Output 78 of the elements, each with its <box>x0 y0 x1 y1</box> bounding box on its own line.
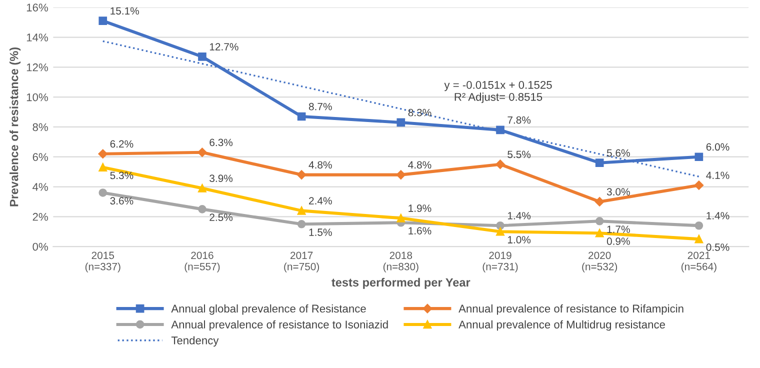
point <box>198 205 206 214</box>
y-tick-label: 2% <box>32 212 48 221</box>
point <box>396 118 406 127</box>
data-label: 3.9% <box>210 174 233 182</box>
legend-label: Annual prevalence of Multidrug resistance <box>458 320 665 331</box>
legend-label: Annual prevalence of resistance to Rifampicin <box>458 304 684 315</box>
data-label: 12.7% <box>210 43 238 50</box>
data-label: 1.4% <box>706 212 730 220</box>
legend-label: Annual global prevalence of Resistance <box>171 304 366 315</box>
y-tick-label: 8% <box>32 123 48 132</box>
data-label: 6.2% <box>110 140 134 148</box>
y-tick-label: 14% <box>26 34 48 42</box>
point <box>496 221 504 230</box>
data-label: 6.3% <box>210 138 233 146</box>
point <box>198 52 206 61</box>
data-label: 5.5% <box>508 150 531 158</box>
data-label: 1.5% <box>309 228 332 236</box>
x-axis-title: tests performed per Year <box>332 278 470 289</box>
point <box>595 158 604 168</box>
data-label: 2.5% <box>210 214 233 222</box>
point <box>694 180 704 190</box>
point <box>694 152 704 162</box>
point <box>198 184 206 192</box>
legend-label: Tendency <box>171 336 219 347</box>
point <box>98 163 108 172</box>
x-tick-label: 2020 (n=532) <box>582 252 618 272</box>
legend-label: Annual prevalence of resistance to Isoniazid <box>171 320 388 331</box>
data-label: 5.3% <box>110 172 134 180</box>
data-label: 1.4% <box>508 212 531 220</box>
x-tick-label: 2016 (n=557) <box>184 252 220 272</box>
y-tick-label: 10% <box>26 93 48 102</box>
data-label: 5.6% <box>606 149 630 157</box>
point <box>296 170 306 180</box>
data-label: 1.6% <box>408 227 432 234</box>
point <box>496 160 505 169</box>
point <box>297 220 306 228</box>
data-label: 0.5% <box>706 244 730 251</box>
point <box>297 206 306 215</box>
x-tick-label: 2015 (n=337) <box>85 252 120 272</box>
point <box>396 170 406 180</box>
data-label: 4.8% <box>308 161 332 169</box>
data-label: 3.0% <box>606 188 630 196</box>
point <box>396 214 406 222</box>
y-tick-label: 12% <box>26 63 48 72</box>
data-label: 0.9% <box>606 238 630 245</box>
point <box>496 126 504 134</box>
data-label: 8.7% <box>308 102 332 110</box>
point <box>297 112 306 121</box>
x-tick-label: 2019 (n=731) <box>482 252 518 272</box>
point <box>694 234 704 244</box>
data-label: 7.8% <box>508 116 531 124</box>
data-label: 2.4% <box>309 197 332 204</box>
data-label: 3.6% <box>110 197 134 205</box>
point <box>594 197 604 206</box>
point <box>198 148 207 157</box>
data-label: 1.0% <box>508 236 531 244</box>
point <box>98 16 108 25</box>
data-label: 6.0% <box>706 143 730 151</box>
x-tick-label: 2021 (n=564) <box>681 252 716 272</box>
data-label: 15.1% <box>110 7 139 15</box>
y-tick-label: 0% <box>32 242 48 251</box>
y-axis-title: Prevalence of resistance (%) <box>10 47 21 206</box>
y-tick-label: 6% <box>32 153 48 161</box>
x-tick-label: 2018 (n=830) <box>383 252 418 272</box>
data-label: 1.7% <box>607 226 630 233</box>
point <box>98 188 108 197</box>
point <box>595 216 604 226</box>
data-label: 4.1% <box>706 172 730 179</box>
point <box>694 221 704 230</box>
point <box>595 228 604 238</box>
y-tick-label: 16% <box>26 4 48 12</box>
data-label: 4.8% <box>408 161 432 169</box>
point <box>496 227 504 236</box>
annotation: y = -0.0151x + 0.1525 R² Adjust= 0.8515 <box>444 81 552 104</box>
data-label: 1.9% <box>408 204 432 212</box>
y-tick-label: 4% <box>32 183 48 191</box>
x-tick-label: 2017 (n=750) <box>284 252 320 272</box>
point <box>98 149 108 158</box>
